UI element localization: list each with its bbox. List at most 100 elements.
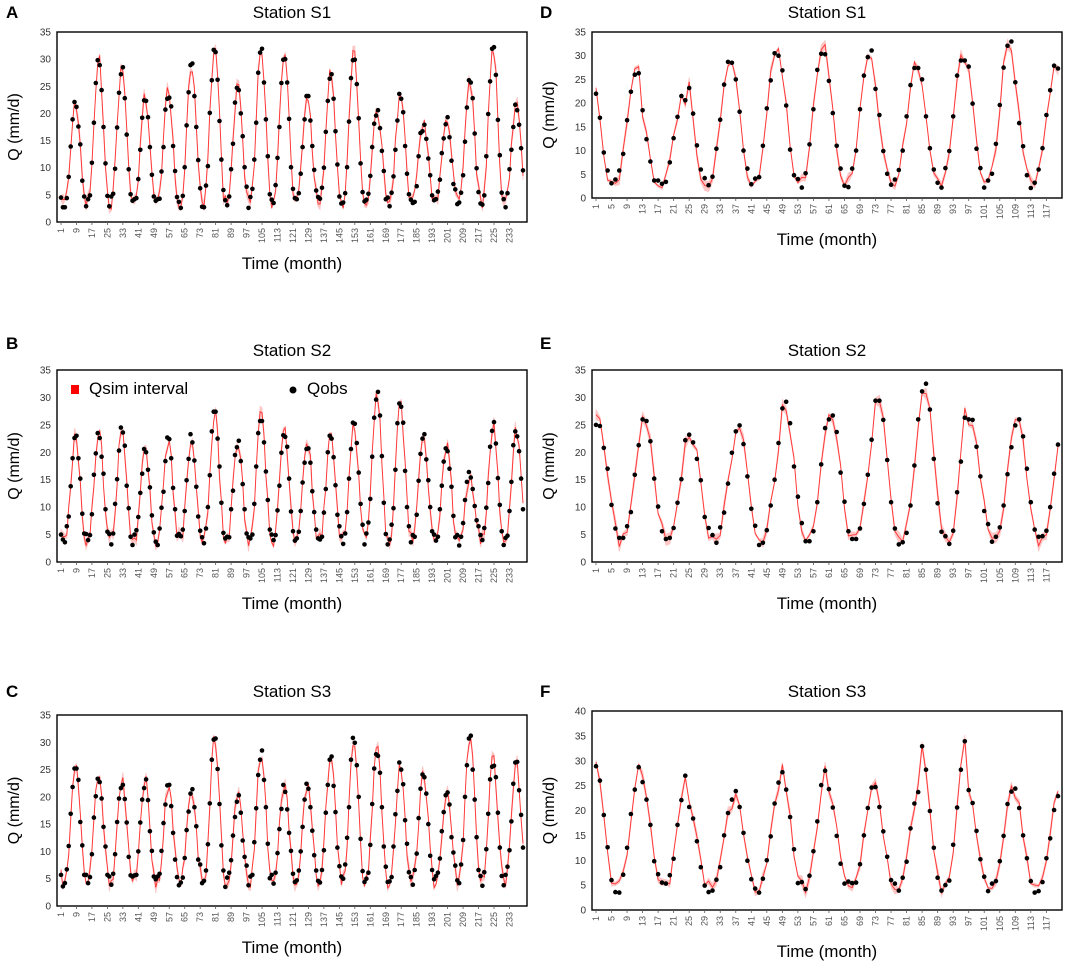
obs-point: [445, 790, 450, 795]
obs-point: [356, 470, 362, 475]
obs-point: [853, 148, 859, 153]
obs-point: [122, 443, 128, 449]
obs-point: [679, 93, 684, 99]
obs-point: [377, 413, 383, 418]
obs-point: [242, 164, 247, 170]
obs-point: [157, 526, 162, 531]
obs-point: [853, 536, 859, 542]
obs-point: [265, 841, 271, 847]
obs-point: [472, 797, 478, 802]
obs-point: [795, 176, 801, 182]
x-tick-label: 105: [995, 916, 1005, 931]
obs-point: [613, 177, 618, 182]
obs-point: [105, 193, 110, 199]
obs-point: [970, 800, 975, 806]
obs-point: [437, 507, 443, 512]
obs-point: [853, 880, 859, 885]
obs-point: [931, 845, 937, 851]
y-tick-label: 5: [580, 530, 586, 541]
obs-point: [275, 508, 280, 513]
obs-point: [776, 780, 781, 785]
x-tick-label: 45: [762, 916, 772, 926]
obs-point: [456, 200, 462, 205]
obs-point: [89, 512, 95, 517]
obs-point: [236, 438, 242, 444]
x-tick-label: 185: [412, 912, 422, 927]
x-tick-label: 101: [979, 204, 989, 219]
x-tick-label: 53: [793, 204, 803, 214]
plot-frame: [56, 369, 528, 563]
obs-point: [319, 867, 325, 873]
obs-point: [155, 542, 160, 548]
obs-point: [308, 460, 313, 466]
x-tick-label: 97: [964, 204, 974, 214]
obs-point: [489, 428, 495, 434]
obs-point: [978, 165, 983, 171]
obs-point: [683, 437, 688, 443]
obs-point: [1044, 528, 1049, 533]
x-tick-label: 105: [257, 912, 267, 927]
obs-point: [686, 85, 692, 91]
x-tick-label: 101: [979, 568, 989, 583]
obs-point: [424, 457, 429, 462]
obs-point: [230, 488, 236, 494]
panel-b: B Station S2 0 5 10 15 20 25 30 35 1 9 17 25 33 41 49 57 6…: [6, 334, 528, 613]
obs-point: [908, 826, 913, 831]
obs-point: [865, 472, 871, 478]
obs-point: [737, 804, 742, 810]
obs-point: [290, 186, 296, 192]
obs-point: [776, 440, 781, 446]
panel-letter: D: [540, 3, 552, 22]
obs-point: [294, 878, 300, 883]
obs-point: [869, 785, 874, 790]
obs-point: [109, 882, 114, 887]
x-tick-label: 97: [242, 912, 252, 922]
y-tick-label: 25: [575, 781, 587, 792]
obs-point: [520, 845, 526, 850]
obs-point: [120, 65, 126, 70]
obs-point: [114, 125, 120, 130]
obs-point: [516, 448, 522, 454]
obs-point: [62, 880, 68, 886]
obs-point: [346, 476, 352, 481]
obs-point: [487, 777, 493, 782]
obs-point: [873, 398, 878, 404]
x-tick-label: 41: [746, 568, 756, 578]
obs-point: [213, 49, 218, 55]
obs-point: [161, 820, 166, 826]
obs-point: [311, 852, 317, 858]
sim-interval-line: [60, 47, 524, 210]
obs-point: [884, 854, 890, 860]
x-tick-label: 25: [684, 568, 694, 578]
obs-point: [418, 786, 423, 791]
obs-point: [72, 99, 77, 105]
obs-point: [279, 80, 284, 86]
obs-point: [721, 510, 727, 515]
x-tick-label: 5: [607, 204, 617, 209]
obs-point: [95, 57, 100, 63]
obs-point: [795, 494, 801, 500]
obs-point: [659, 529, 665, 534]
obs-point: [159, 169, 164, 174]
obs-point: [414, 512, 420, 518]
obs-point: [207, 473, 213, 478]
obs-point: [900, 148, 905, 153]
y-axis-label: Q (mm/d): [541, 777, 558, 845]
obs-point: [238, 111, 244, 116]
x-tick-label: 81: [902, 916, 912, 926]
obs-point: [360, 189, 365, 195]
obs-point: [238, 458, 244, 464]
obs-point: [892, 177, 898, 182]
obs-point: [250, 532, 255, 537]
obs-point: [393, 812, 398, 817]
obs-point: [325, 450, 331, 455]
obs-point: [507, 508, 512, 514]
obs-point: [389, 874, 394, 880]
obs-point: [308, 804, 313, 810]
obs-point: [857, 107, 863, 112]
obs-point: [236, 87, 242, 93]
obs-point: [167, 436, 172, 442]
obs-point: [439, 150, 445, 156]
obs-point: [217, 118, 222, 124]
obs-point: [962, 415, 968, 421]
